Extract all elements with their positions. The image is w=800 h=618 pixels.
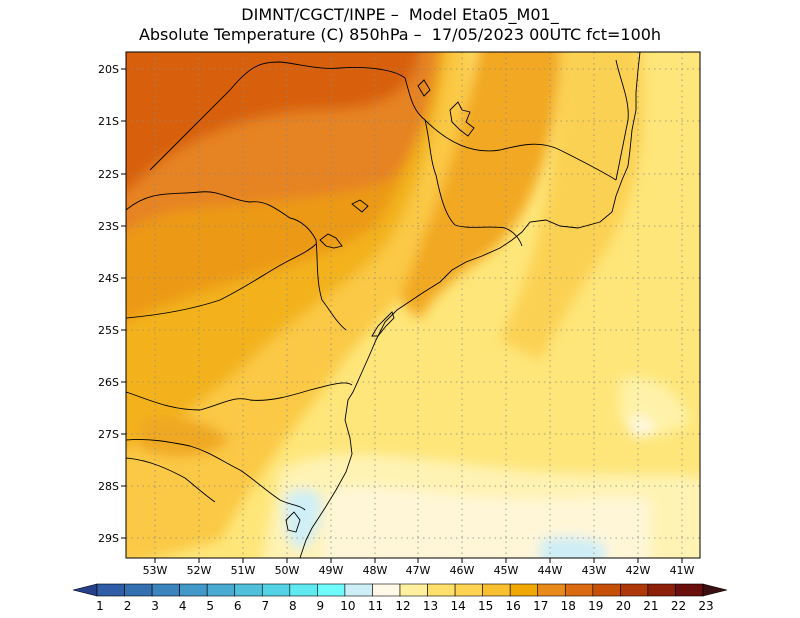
colorbar-label: 12 — [395, 599, 410, 613]
lat-lon-grid — [126, 52, 700, 558]
colorbar-label: 4 — [179, 599, 187, 613]
reservoir-3 — [351, 199, 369, 213]
colorbar-label: 10 — [340, 599, 355, 613]
axis-ticks — [121, 68, 683, 563]
border-mg-sp — [126, 191, 347, 331]
colorbar-label: 8 — [289, 599, 297, 613]
colorbar-label: 2 — [124, 599, 132, 613]
lat-label: 25S — [98, 324, 119, 337]
colorbar-swatch — [344, 583, 373, 597]
lat-label: 28S — [98, 480, 119, 493]
reservoir-2 — [319, 233, 343, 249]
lat-label: 24S — [98, 272, 119, 285]
colorbar-label: 11 — [368, 599, 383, 613]
colorbar-label: 7 — [261, 599, 269, 613]
colorbar-label: 20 — [616, 599, 631, 613]
colorbar-left-arrow — [72, 583, 98, 597]
border-rj-sp — [454, 224, 523, 247]
map-title-line2: Absolute Temperature (C) 850hPa – 17/05/… — [138, 25, 662, 44]
colorbar-swatch — [151, 583, 180, 597]
colorbar-swatch — [509, 583, 539, 597]
temperature-field — [126, 52, 700, 558]
lat-labels: 20S 21S 22S 23S 24S 25S 26S 27S 28S 29S — [98, 63, 119, 545]
map-title-line1: DIMNT/CGCT/INPE – Model Eta05_M01_ — [241, 5, 559, 24]
colorbar-label: 21 — [643, 599, 658, 613]
border-rs-west — [126, 457, 216, 503]
colorbar-swatch — [289, 583, 318, 597]
colorbar-swatch — [234, 583, 263, 597]
border-ms-mg — [149, 61, 456, 226]
colorbar-swatch — [317, 583, 346, 597]
lon-label: 42W — [626, 564, 651, 577]
colorbar-label: 9 — [317, 599, 325, 613]
colorbar-label: 17 — [533, 599, 548, 613]
lat-label: 26S — [98, 376, 119, 389]
colorbar-swatch — [647, 583, 676, 597]
lon-label: 47W — [406, 564, 431, 577]
lagoon — [285, 511, 301, 533]
coastline-and-borders — [126, 52, 641, 558]
colorbar-right-arrow — [702, 583, 728, 597]
lon-label: 50W — [275, 564, 300, 577]
colorbar-label: 6 — [234, 599, 242, 613]
colorbar-label: 18 — [561, 599, 576, 613]
lon-label: 44W — [538, 564, 563, 577]
border-mg-es — [615, 59, 629, 181]
colorbar-label: 1 — [96, 599, 104, 613]
colorbar-label: 15 — [478, 599, 493, 613]
colorbar-swatch — [620, 583, 649, 597]
lat-label: 20S — [98, 63, 119, 76]
colorbar-swatch — [592, 583, 621, 597]
border-sc-pr — [126, 382, 353, 411]
colorbar-label: 5 — [206, 599, 214, 613]
colorbar-swatch — [206, 583, 236, 597]
colorbar-swatch — [124, 583, 153, 597]
colorbar-label: 22 — [671, 599, 686, 613]
colorbar-label: 14 — [450, 599, 465, 613]
border-mg-rj — [424, 119, 617, 181]
lat-label: 27S — [98, 428, 119, 441]
lon-label: 49W — [319, 564, 344, 577]
colorbar-swatch — [482, 583, 511, 597]
lon-label: 41W — [670, 564, 695, 577]
colorbar-swatch — [179, 583, 208, 597]
coastline — [299, 52, 641, 558]
lon-label: 45W — [494, 564, 519, 577]
colorbar-swatch — [96, 583, 125, 597]
lon-labels: 53W 52W 51W 50W 49W 48W 47W 46W 45W 44W … — [143, 564, 695, 577]
lon-label: 43W — [582, 564, 607, 577]
lat-label: 23S — [98, 220, 119, 233]
lat-label: 21S — [98, 115, 119, 128]
colorbar-label: 16 — [506, 599, 521, 613]
reservoir-1 — [449, 101, 475, 137]
lat-label: 22S — [98, 168, 119, 181]
plot-frame — [125, 51, 701, 559]
colorbar: 1 2 3 4 5 6 7 8 9 10 11 12 13 14 15 16 17 18 19 20 21 22 23 — [72, 583, 728, 613]
lon-label: 46W — [450, 564, 475, 577]
colorbar-swatch — [372, 583, 401, 597]
colorbar-swatch — [261, 583, 291, 597]
colorbar-swatch — [675, 583, 704, 597]
colorbar-label: 23 — [698, 599, 713, 613]
colorbar-label: 19 — [588, 599, 603, 613]
colorbar-swatch — [564, 583, 594, 597]
bay — [371, 311, 395, 337]
colorbar-label: 13 — [423, 599, 438, 613]
lon-label: 51W — [231, 564, 256, 577]
colorbar-swatch — [454, 583, 483, 597]
lon-label: 53W — [143, 564, 168, 577]
colorbar-swatch — [427, 583, 456, 597]
border-rs-sc — [126, 439, 306, 511]
colorbar-swatch — [537, 583, 566, 597]
lon-label: 52W — [187, 564, 212, 577]
lat-label: 29S — [98, 532, 119, 545]
colorbar-swatch — [399, 583, 428, 597]
colorbar-label: 3 — [151, 599, 159, 613]
reservoir-4 — [417, 79, 431, 97]
border-pr-sp — [126, 243, 317, 319]
lon-label: 48W — [363, 564, 388, 577]
